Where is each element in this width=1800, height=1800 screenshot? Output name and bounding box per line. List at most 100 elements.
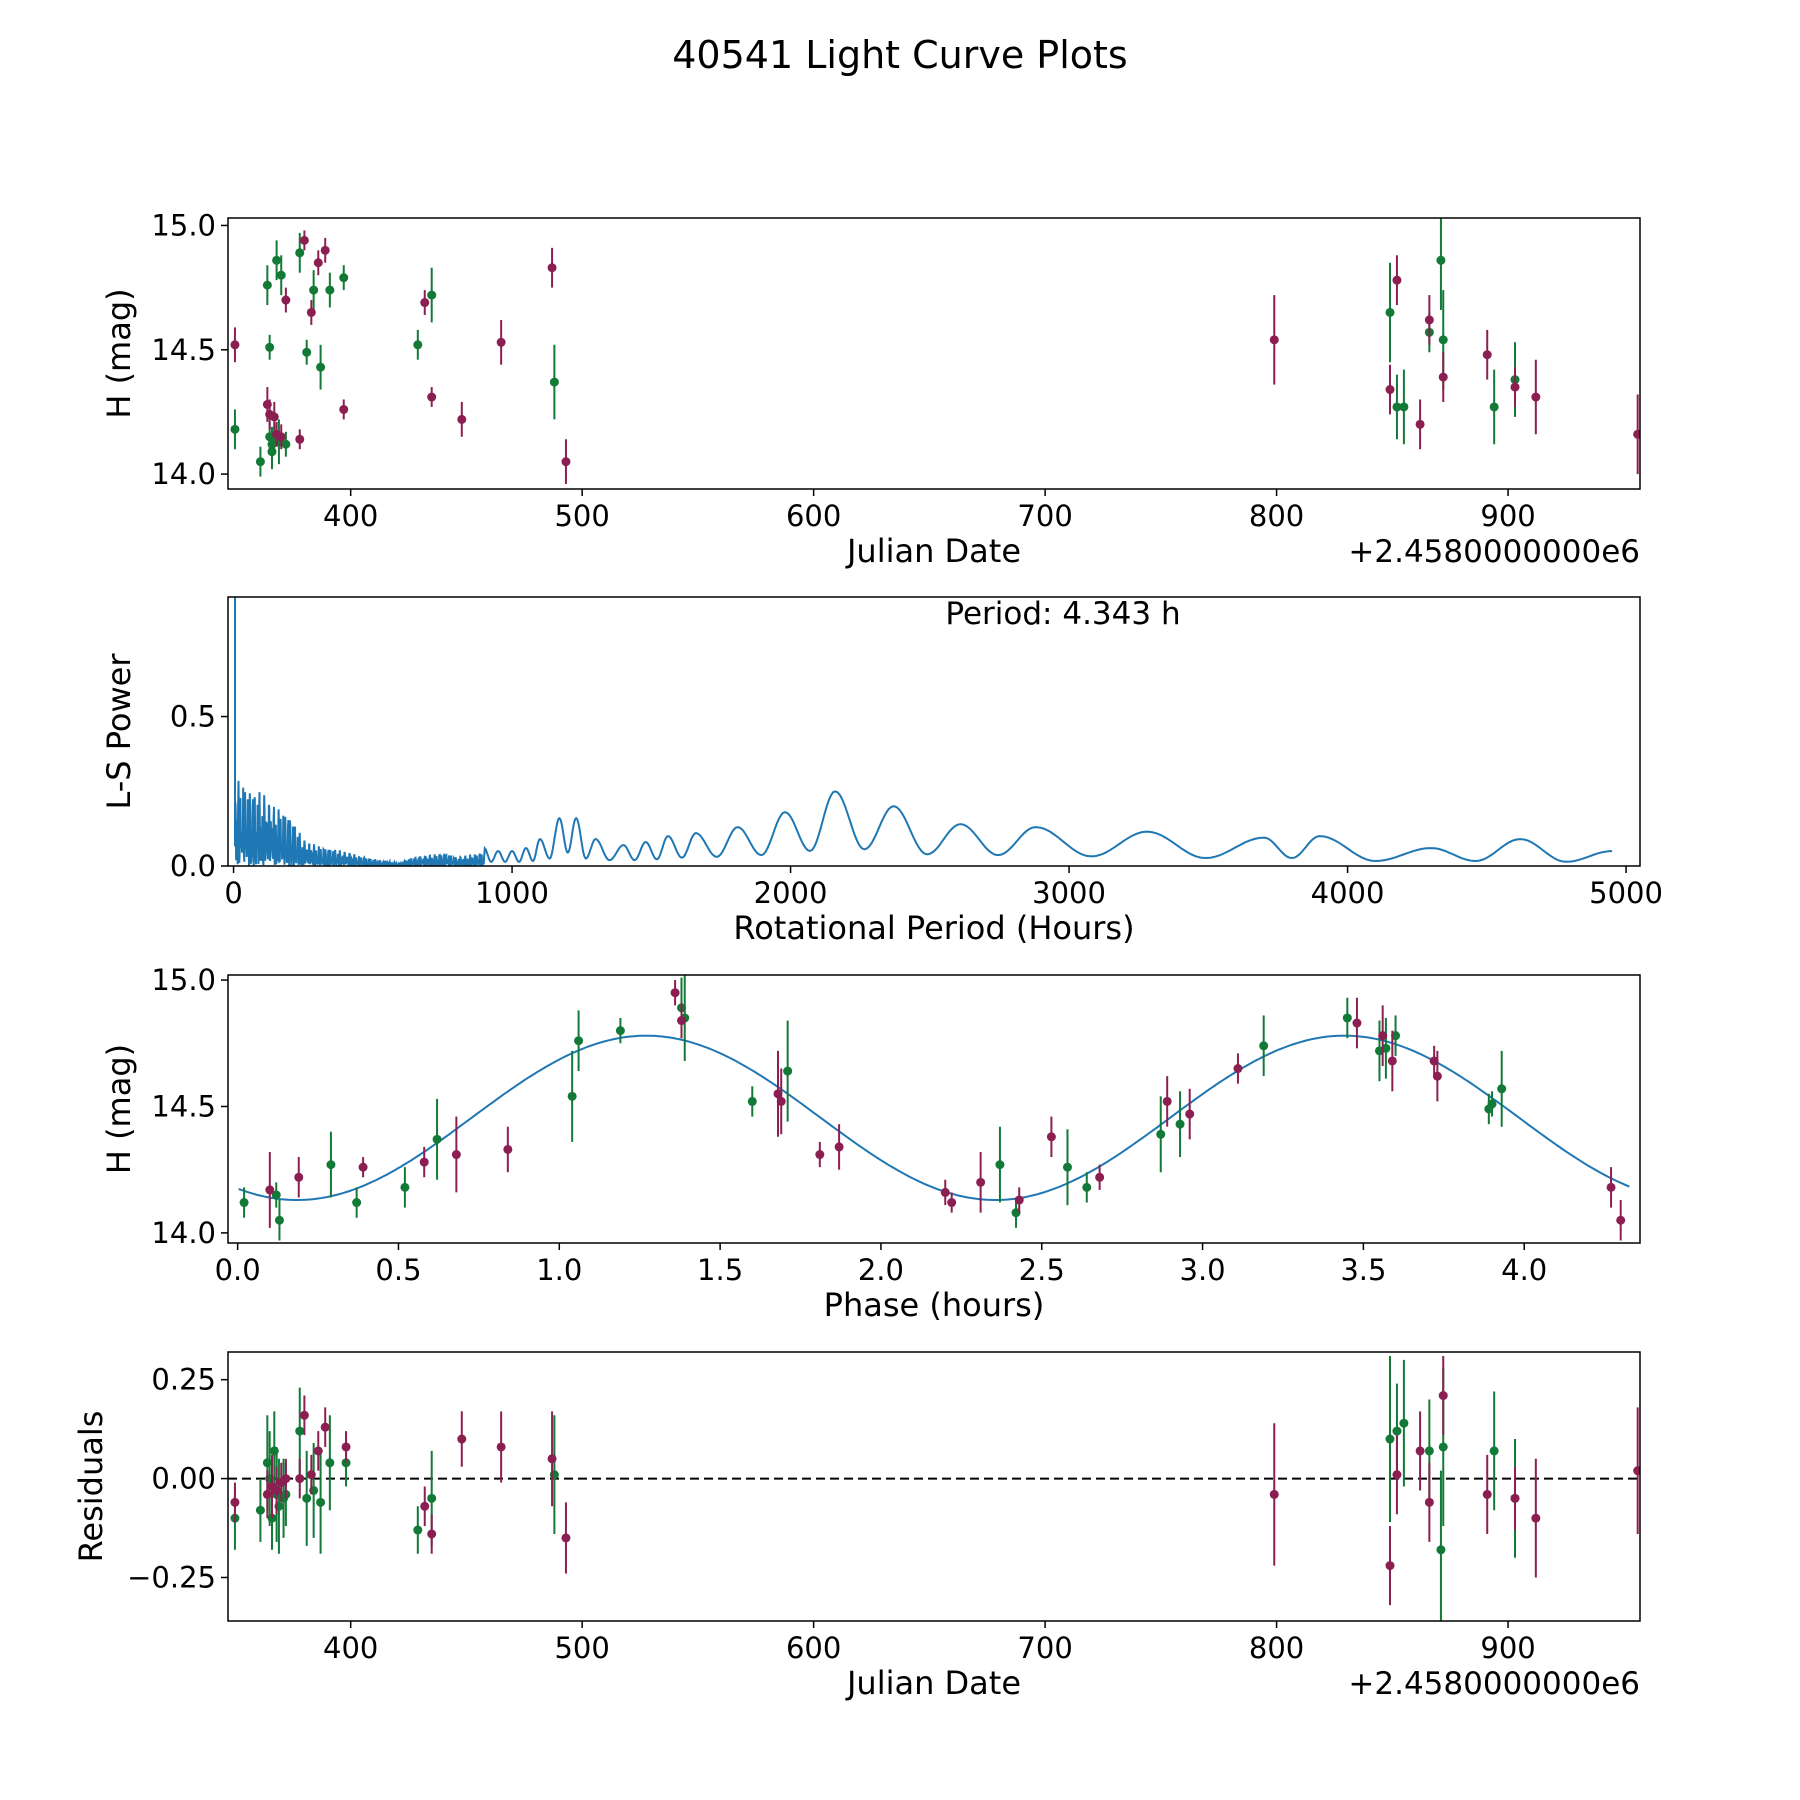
data-marker	[432, 1134, 442, 1144]
data-marker	[1385, 307, 1395, 317]
data-point	[549, 344, 559, 420]
data-marker	[427, 1529, 437, 1539]
data-point	[574, 1010, 584, 1072]
data-point	[1436, 218, 1446, 310]
data-marker	[269, 412, 279, 422]
data-marker	[276, 432, 286, 442]
data-point	[427, 267, 437, 323]
data-marker	[1014, 1195, 1024, 1205]
x-tick-label: 500	[554, 1631, 609, 1665]
data-marker	[1269, 1489, 1279, 1499]
y-axis-label: L-S Power	[100, 653, 138, 810]
data-marker	[295, 434, 305, 444]
x-tick-label: 4000	[1311, 876, 1385, 910]
data-marker	[567, 1091, 577, 1101]
plot-area	[230, 218, 1640, 485]
data-point	[309, 270, 319, 310]
data-point	[1438, 352, 1448, 402]
data-point	[1415, 399, 1425, 450]
data-marker	[302, 1493, 312, 1503]
data-marker	[1399, 402, 1409, 412]
data-point	[1489, 369, 1499, 445]
data-marker	[265, 1185, 275, 1195]
data-marker	[294, 1172, 304, 1182]
data-point	[1185, 1088, 1195, 1140]
data-marker	[1095, 1172, 1105, 1182]
data-marker	[1489, 402, 1499, 412]
data-marker	[1392, 1470, 1402, 1480]
data-point	[834, 1124, 844, 1170]
data-point	[1385, 364, 1395, 415]
data-marker	[1378, 1031, 1388, 1041]
data-marker	[1438, 372, 1448, 382]
y-tick-label: 0.00	[151, 1462, 216, 1496]
data-marker	[413, 340, 423, 350]
data-marker	[281, 439, 291, 449]
data-marker	[427, 1493, 437, 1503]
data-marker	[834, 1142, 844, 1152]
data-marker	[1633, 1466, 1640, 1476]
data-point	[1531, 1458, 1541, 1578]
axes-frame	[227, 217, 1641, 490]
data-marker	[230, 340, 240, 350]
x-tick-label: 400	[323, 499, 378, 533]
data-marker	[1352, 1018, 1362, 1028]
data-marker	[295, 1474, 305, 1484]
data-point	[413, 329, 423, 360]
y-axis-label: H (mag)	[100, 1044, 138, 1174]
data-marker	[325, 285, 335, 295]
axes-frame	[227, 1351, 1641, 1622]
data-point	[306, 300, 316, 325]
data-point	[420, 1486, 430, 1527]
x-tick-label: 0.5	[375, 1253, 421, 1287]
data-marker	[306, 1470, 316, 1480]
x-tick-label: 600	[786, 1631, 841, 1665]
data-marker	[420, 1501, 430, 1511]
data-point	[615, 1017, 625, 1044]
data-point	[1175, 1091, 1185, 1158]
data-point	[1269, 295, 1279, 385]
data-point	[1424, 295, 1434, 345]
data-point	[1616, 1200, 1626, 1241]
data-marker	[451, 1150, 461, 1160]
data-marker	[1259, 1041, 1269, 1051]
x-axis-label: Julian Date	[845, 1664, 1021, 1702]
data-marker	[1387, 1056, 1397, 1066]
data-point	[1095, 1164, 1105, 1190]
data-point	[561, 1502, 571, 1574]
data-marker	[1156, 1129, 1166, 1139]
data-marker	[976, 1177, 986, 1187]
data-marker	[320, 1422, 330, 1432]
data-marker	[400, 1182, 410, 1192]
data-marker	[341, 1442, 351, 1452]
data-marker	[457, 414, 467, 424]
data-marker	[1438, 335, 1448, 345]
data-marker	[255, 1505, 265, 1515]
data-marker	[339, 273, 349, 283]
data-point	[1392, 255, 1402, 306]
data-marker	[276, 270, 286, 280]
data-point	[295, 1458, 305, 1499]
data-point	[302, 1450, 312, 1546]
data-marker	[316, 362, 326, 372]
data-point	[496, 319, 506, 365]
data-point	[1259, 1015, 1269, 1077]
data-point	[1633, 1407, 1640, 1534]
data-marker	[1385, 1434, 1395, 1444]
data-point	[1387, 1030, 1397, 1092]
data-point	[320, 237, 330, 263]
data-marker	[747, 1096, 757, 1106]
y-tick-label: −0.25	[127, 1560, 216, 1594]
data-marker	[419, 1157, 429, 1167]
data-marker	[352, 1198, 362, 1208]
data-marker	[262, 280, 272, 290]
data-marker	[1424, 1446, 1434, 1456]
data-point	[1162, 1076, 1172, 1127]
series-green	[239, 975, 1507, 1241]
data-marker	[271, 1190, 281, 1200]
periodogram-panel: 0 1000 2000 3000 4000 5000 0.0 0.5 Rotational Pe…	[100, 596, 1663, 947]
plot-area	[228, 1355, 1640, 1621]
data-marker	[1432, 1071, 1442, 1081]
data-point	[1424, 1462, 1434, 1542]
data-marker	[326, 1160, 336, 1170]
